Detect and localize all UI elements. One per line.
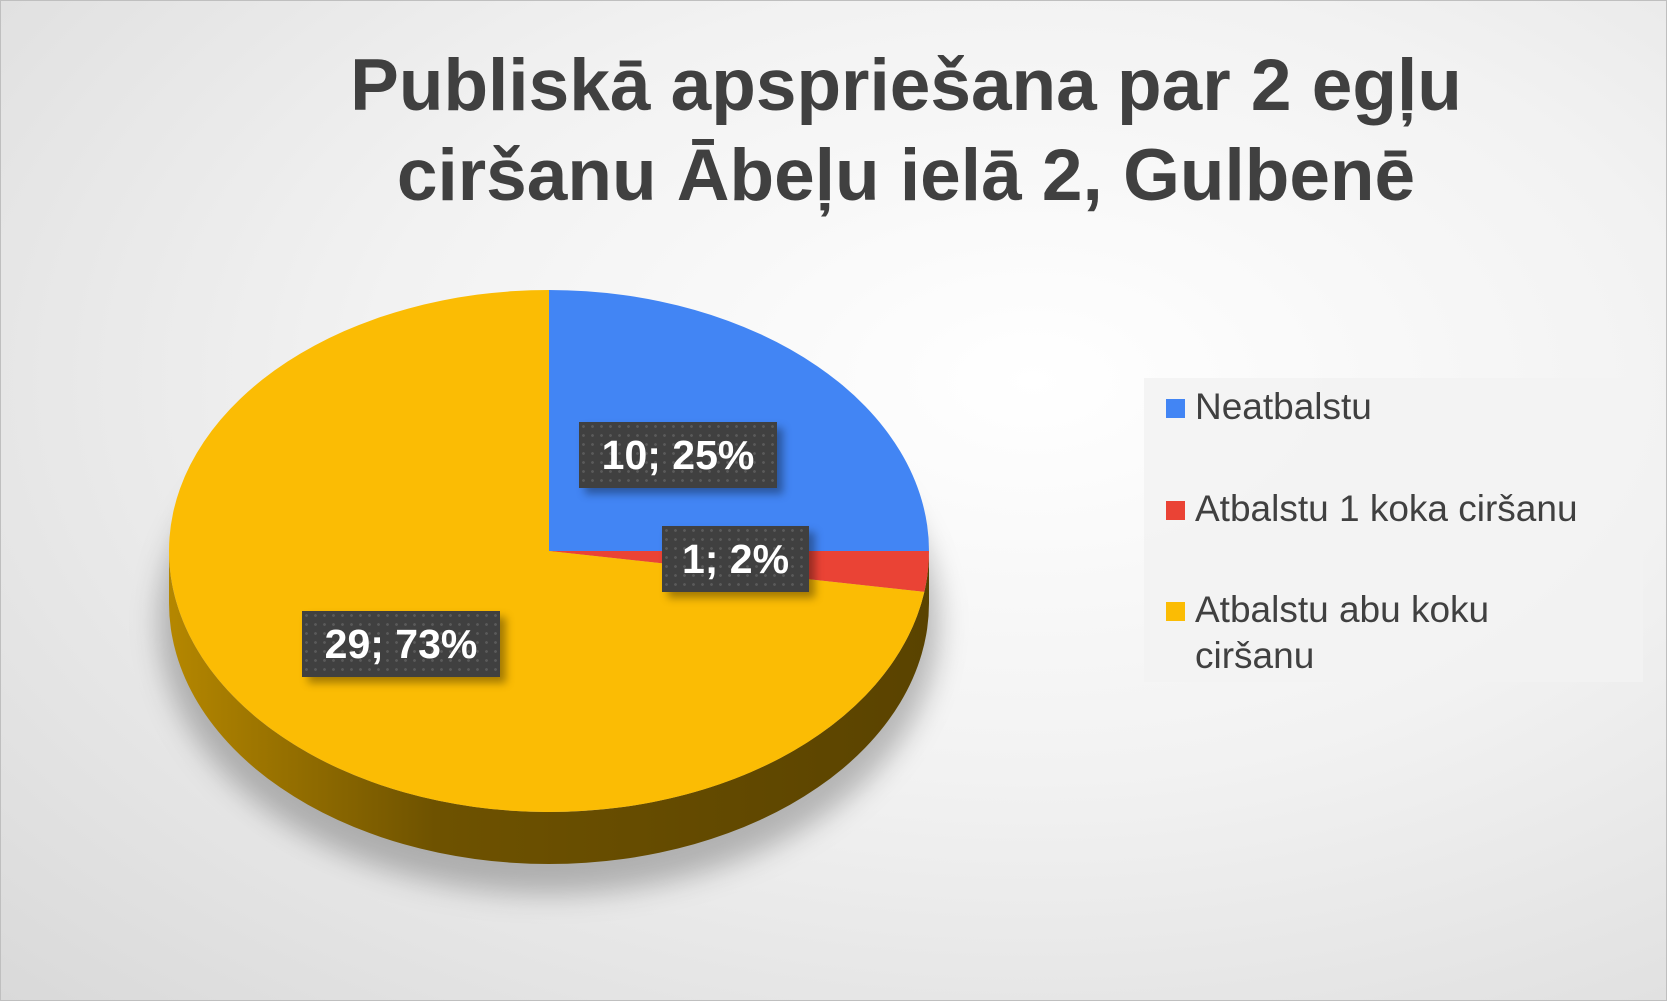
legend-item-neatbalstu: Neatbalstu <box>1166 384 1372 430</box>
legend-label-line: ciršanu <box>1195 635 1315 676</box>
data-label-atbalstu-1: 1; 2% <box>662 526 809 592</box>
legend-item-atbalstu-abu: Atbalstu abu koku ciršanu <box>1166 587 1489 679</box>
pie-side <box>169 551 929 864</box>
legend-swatch <box>1166 501 1185 520</box>
legend-label: Neatbalstu <box>1195 386 1372 427</box>
legend-label: Atbalstu abu koku ciršanu <box>1195 587 1489 679</box>
data-label-neatbalstu: 10; 25% <box>579 422 777 488</box>
pie-slice-1 <box>549 290 929 551</box>
pie-slice-3 <box>169 290 925 812</box>
chart-title-line: ciršanu Ābeļu ielā 2, Gulbenē <box>396 135 1416 216</box>
legend-item-atbalstu-1: Atbalstu 1 koka ciršanu <box>1166 486 1578 532</box>
chart-title: Publiskā apspriešana par 2 egļu ciršanu … <box>181 41 1631 221</box>
legend-swatch <box>1166 602 1185 621</box>
legend-swatch <box>1166 399 1185 418</box>
legend-label: Atbalstu 1 koka ciršanu <box>1195 488 1578 529</box>
data-label-atbalstu-abu: 29; 73% <box>302 611 500 677</box>
legend-label-line: Atbalstu abu koku <box>1195 589 1490 630</box>
legend: Neatbalstu Atbalstu 1 koka ciršanu Atbal… <box>1144 378 1643 682</box>
chart-title-line: Publiskā apspriešana par 2 egļu <box>350 45 1462 126</box>
